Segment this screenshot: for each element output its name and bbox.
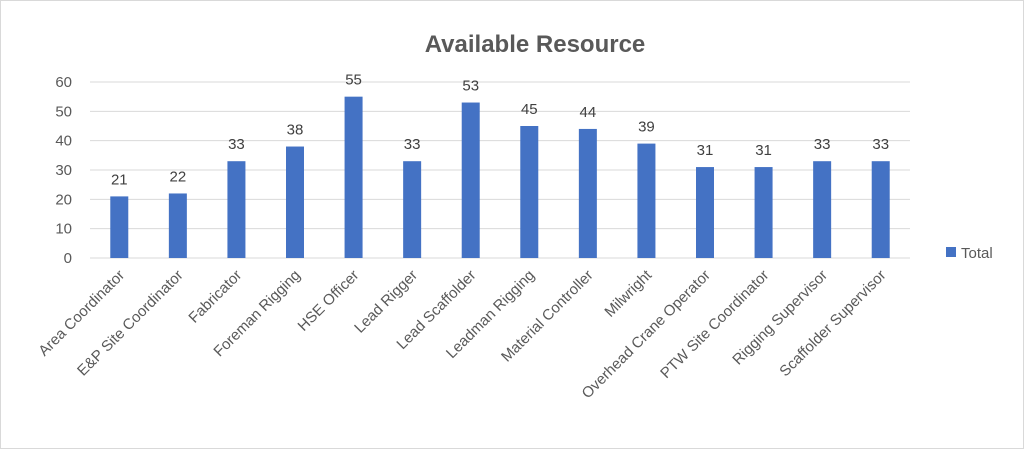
data-label: 31 — [697, 142, 714, 159]
y-tick-label: 40 — [55, 133, 72, 150]
y-tick-label: 50 — [55, 103, 72, 120]
bar — [871, 161, 890, 258]
data-label: 55 — [345, 72, 362, 89]
data-label: 45 — [521, 101, 538, 118]
data-label: 33 — [228, 136, 245, 153]
legend: Total — [946, 245, 993, 262]
data-label: 39 — [638, 119, 655, 136]
data-labels: 21 22 33 38 55 33 53 45 44 39 31 31 33 33 — [111, 72, 889, 189]
data-label: 33 — [872, 136, 889, 153]
y-tick-label: 20 — [55, 191, 72, 208]
bar — [286, 146, 304, 258]
bar — [578, 128, 597, 258]
data-label: 53 — [462, 78, 479, 95]
x-tick-label: Milwright — [601, 266, 655, 320]
legend-swatch-total — [946, 247, 956, 257]
y-tick-label: 0 — [64, 250, 72, 267]
x-tick-label: Fabricator — [185, 267, 245, 327]
bar — [403, 161, 422, 258]
chart-title: Available Resource — [425, 31, 646, 58]
bar — [461, 102, 480, 259]
data-label: 21 — [111, 171, 128, 188]
y-tick-label: 60 — [55, 74, 72, 91]
bar — [696, 167, 714, 258]
bar — [520, 126, 539, 258]
bar — [344, 96, 363, 259]
data-label: 22 — [170, 168, 187, 185]
bar — [227, 161, 246, 258]
y-tick-label: 30 — [55, 162, 72, 179]
data-label: 44 — [580, 104, 597, 121]
gridlines — [90, 81, 910, 259]
bar — [637, 143, 656, 258]
x-tick-label: PTW Site Coordinator — [657, 267, 772, 382]
x-tick-label: E&P Site Coordinator — [74, 267, 187, 380]
data-label: 31 — [755, 142, 772, 159]
bar — [813, 161, 832, 258]
bars — [110, 96, 890, 259]
bar — [754, 167, 773, 258]
data-label: 33 — [814, 136, 831, 153]
bar — [168, 193, 187, 258]
bar — [110, 196, 129, 258]
y-tick-label: 10 — [55, 221, 72, 238]
x-tick-label: Scaffolder Supervisor — [776, 267, 889, 380]
data-label: 33 — [404, 136, 421, 153]
legend-label-total: Total — [961, 245, 993, 262]
y-axis-ticks: 0 10 20 30 40 50 60 — [55, 74, 72, 267]
data-label: 38 — [287, 122, 304, 139]
